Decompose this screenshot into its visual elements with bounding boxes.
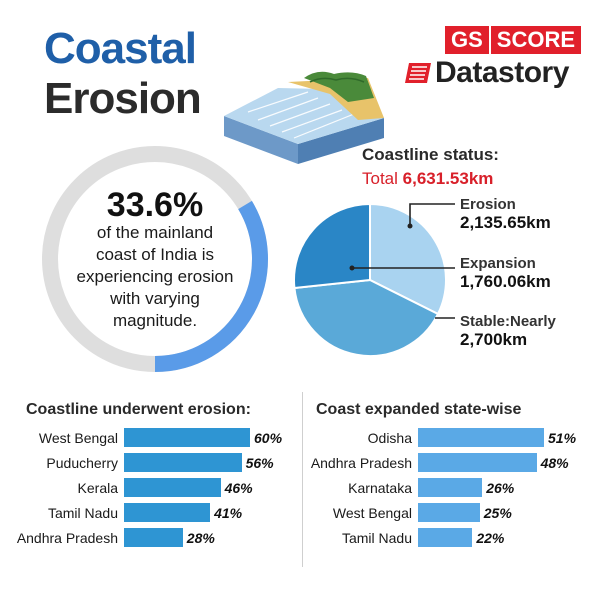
pie-slice-value: 2,700km [460,330,528,349]
status-title: Coastline status: [362,145,499,164]
pie-label-expansion: Expansion 1,760.06km [460,255,551,292]
pie-slice-label: Erosion [460,196,516,213]
bar-value-label: 51% [548,430,577,446]
highlight-text-line: with varying [110,289,200,308]
bar-value-label: 26% [486,480,515,496]
brand-datastory: Datastory [405,56,569,90]
bar [418,478,483,497]
bar-category-label: Tamil Nadu [341,530,412,546]
highlight-text-line: coast of India is [95,245,215,264]
bar-category-label: Puducherry [46,455,118,471]
bar-value-label: 22% [476,530,505,546]
bar-category-label: West Bengal [332,505,412,521]
brand-stripes-icon [405,63,431,83]
bar-category-label: Andhra Pradesh [16,530,118,546]
bar-value-label: 48% [540,455,569,471]
pie-slice-value: 2,135.65km [460,213,551,232]
bar-value-label: 25% [483,505,512,521]
bar [124,478,221,497]
pie-slice [293,278,440,357]
brand-gs: GS [445,26,489,54]
highlight-text: of the mainland coast of India is experi… [45,222,265,332]
erosion-chart-title: Coastline underwent erosion: [26,401,251,418]
pie-slice [369,202,447,316]
bar-value-label: 46% [224,480,253,496]
pie-slice-label: Stable:Nearly [460,313,556,330]
section-divider [302,392,303,567]
bar [418,528,473,547]
highlight-value: 33.6% [106,186,204,224]
bar [124,503,211,522]
pie-slice-label: Expansion [460,255,536,272]
pie-label-stable: Stable:Nearly 2,700km [460,313,556,350]
expansion-chart-title: Coast expanded state-wise [316,401,522,418]
bar-value-label: 28% [186,530,215,546]
highlight-text-line: experiencing erosion [76,267,234,286]
bar-category-label: Andhra Pradesh [310,455,412,471]
bar-value-label: 60% [254,430,283,446]
expansion-bar-chart: Odisha 51% Andhra Pradesh 48% Karnataka 26% We… [300,428,600,568]
bar [418,453,537,472]
bar [124,428,250,447]
donut-progress-arc [154,200,268,372]
highlight-text-line: magnitude. [112,311,198,330]
brand-datastory-text: Datastory [435,56,569,89]
bar-category-label: Kerala [77,480,118,496]
pie-slice [293,202,371,290]
bar-category-label: Odisha [367,430,412,446]
status-total-prefix: Total [362,169,398,188]
status-total-value: 6,631.53km [402,169,494,188]
title-line-1: Coastal [44,24,197,73]
bar-value-label: 41% [214,505,243,521]
brand-score: SCORE [490,26,582,54]
pie-slice-value: 1,760.06km [460,272,551,291]
title-line-2: Erosion [44,74,202,123]
erosion-share-donut [42,146,268,372]
bar [418,503,480,522]
bar-category-label: Karnataka [348,480,412,496]
brand-logo: GS SCORE [445,26,582,54]
bar [124,453,242,472]
bar-value-label: 56% [245,455,274,471]
bar-category-label: Tamil Nadu [47,505,118,521]
bar-category-label: West Bengal [38,430,118,446]
erosion-bar-chart: West Bengal 60% Puducherry 56% Kerala 46% Tami… [0,428,300,568]
coastline-status-pie [293,202,447,357]
highlight-text-line: of the mainland [96,223,214,242]
status-total: Total 6,631.53km [362,169,493,189]
bar [418,428,544,447]
bar [124,528,183,547]
pie-label-erosion: Erosion 2,135.65km [460,196,551,233]
coastal-block-illustration [224,71,384,164]
